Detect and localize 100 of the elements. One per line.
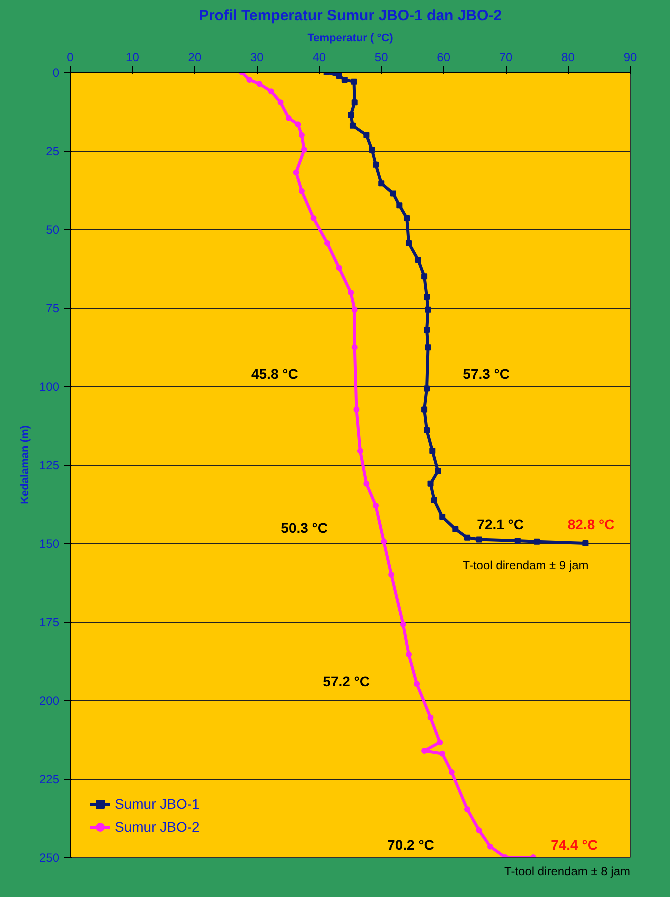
y-tick-label: 100	[39, 380, 60, 394]
point	[388, 572, 395, 578]
point	[422, 406, 428, 413]
point	[298, 132, 305, 138]
point	[406, 652, 412, 658]
y-tick-label: 25	[46, 144, 60, 158]
chart-title: Profil Temperatur Sumur JBO-1 dan JBO-2	[198, 8, 502, 24]
annotation: 57.2 °C	[323, 674, 370, 690]
point	[364, 132, 370, 138]
x-tick-label: 40	[312, 50, 326, 64]
point	[534, 538, 540, 545]
point	[364, 480, 370, 487]
y-tick-label: 50	[46, 223, 60, 237]
point	[324, 240, 330, 246]
point	[414, 681, 420, 688]
text: T-tool direndam ± 8 jam	[504, 864, 631, 878]
point	[415, 256, 422, 263]
point	[348, 290, 354, 296]
point	[428, 480, 434, 487]
point	[352, 344, 358, 351]
annotation: 82.8 °C	[568, 516, 615, 533]
point	[256, 81, 263, 88]
point	[390, 190, 396, 197]
point	[336, 265, 342, 272]
y-tick-label: 225	[39, 772, 60, 786]
x-tick-label: 50	[374, 50, 389, 64]
point	[369, 147, 376, 154]
point	[476, 828, 482, 834]
point	[432, 497, 438, 504]
point	[424, 386, 430, 392]
point	[293, 170, 300, 176]
point	[440, 514, 446, 520]
point	[406, 240, 412, 246]
point	[435, 468, 442, 474]
point	[488, 844, 494, 850]
legend-label: Sumur JBO-1	[115, 796, 200, 812]
x-tick-label: 80	[562, 50, 576, 64]
point	[476, 536, 482, 543]
point	[350, 122, 356, 129]
point	[448, 769, 455, 776]
annotation: 70.2 °C	[388, 836, 434, 853]
point	[425, 306, 432, 313]
legend-label: Sumur JBO-2	[115, 819, 200, 835]
point	[400, 622, 406, 628]
annotation: 72.1 °C	[477, 516, 524, 533]
point	[373, 162, 380, 168]
x-tick-label: 90	[624, 50, 638, 64]
point	[396, 202, 403, 209]
x-tick-label: 60	[437, 50, 451, 64]
x-tick-label: 10	[126, 50, 140, 64]
x-tick-label: 70	[499, 50, 514, 64]
point	[424, 294, 430, 300]
point	[298, 188, 305, 194]
x-tick-label: 30	[250, 50, 264, 64]
point	[357, 448, 364, 454]
point	[422, 274, 428, 280]
point	[295, 122, 302, 128]
y-tick-label: 175	[39, 616, 60, 630]
annotation: 57.3 °C	[463, 366, 510, 382]
point	[352, 306, 358, 313]
point	[354, 406, 360, 413]
y-axis-title: Kedalaman (m)	[19, 425, 32, 504]
point	[430, 448, 436, 454]
point	[278, 100, 284, 106]
x-tick-label: 20	[188, 50, 202, 64]
point	[310, 216, 317, 222]
annotation: T-tool direndam ± 9 jam	[462, 558, 589, 572]
y-tick-label: 150	[39, 537, 60, 551]
y-tick-label: 75	[46, 302, 60, 316]
point	[342, 77, 348, 84]
point	[452, 526, 459, 532]
annotation: 50.3 °C	[281, 520, 328, 536]
point	[428, 714, 434, 721]
annotation: 74.4 °C	[551, 836, 598, 853]
point	[381, 538, 388, 545]
y-tick-label: 200	[39, 694, 60, 708]
point	[582, 540, 589, 546]
point	[301, 147, 308, 154]
point	[246, 77, 253, 84]
point	[404, 216, 410, 222]
y-tick-label: 250	[39, 851, 60, 865]
annotation: 45.8 °C	[251, 366, 298, 382]
point	[351, 78, 358, 85]
x-tick-label: 0	[67, 50, 74, 64]
point	[440, 750, 446, 757]
y-tick-label: 0	[52, 66, 60, 80]
y-tick-label: 125	[39, 458, 60, 472]
point	[286, 115, 292, 122]
x-axis-title: Temperatur ( °C)	[308, 32, 394, 44]
point	[424, 427, 430, 434]
point	[348, 112, 354, 118]
point	[437, 740, 444, 746]
point	[464, 806, 470, 812]
point	[373, 502, 380, 509]
point	[352, 100, 358, 106]
point	[336, 72, 342, 79]
point	[464, 534, 470, 541]
point	[378, 180, 385, 187]
point	[268, 88, 274, 95]
point	[425, 344, 432, 351]
